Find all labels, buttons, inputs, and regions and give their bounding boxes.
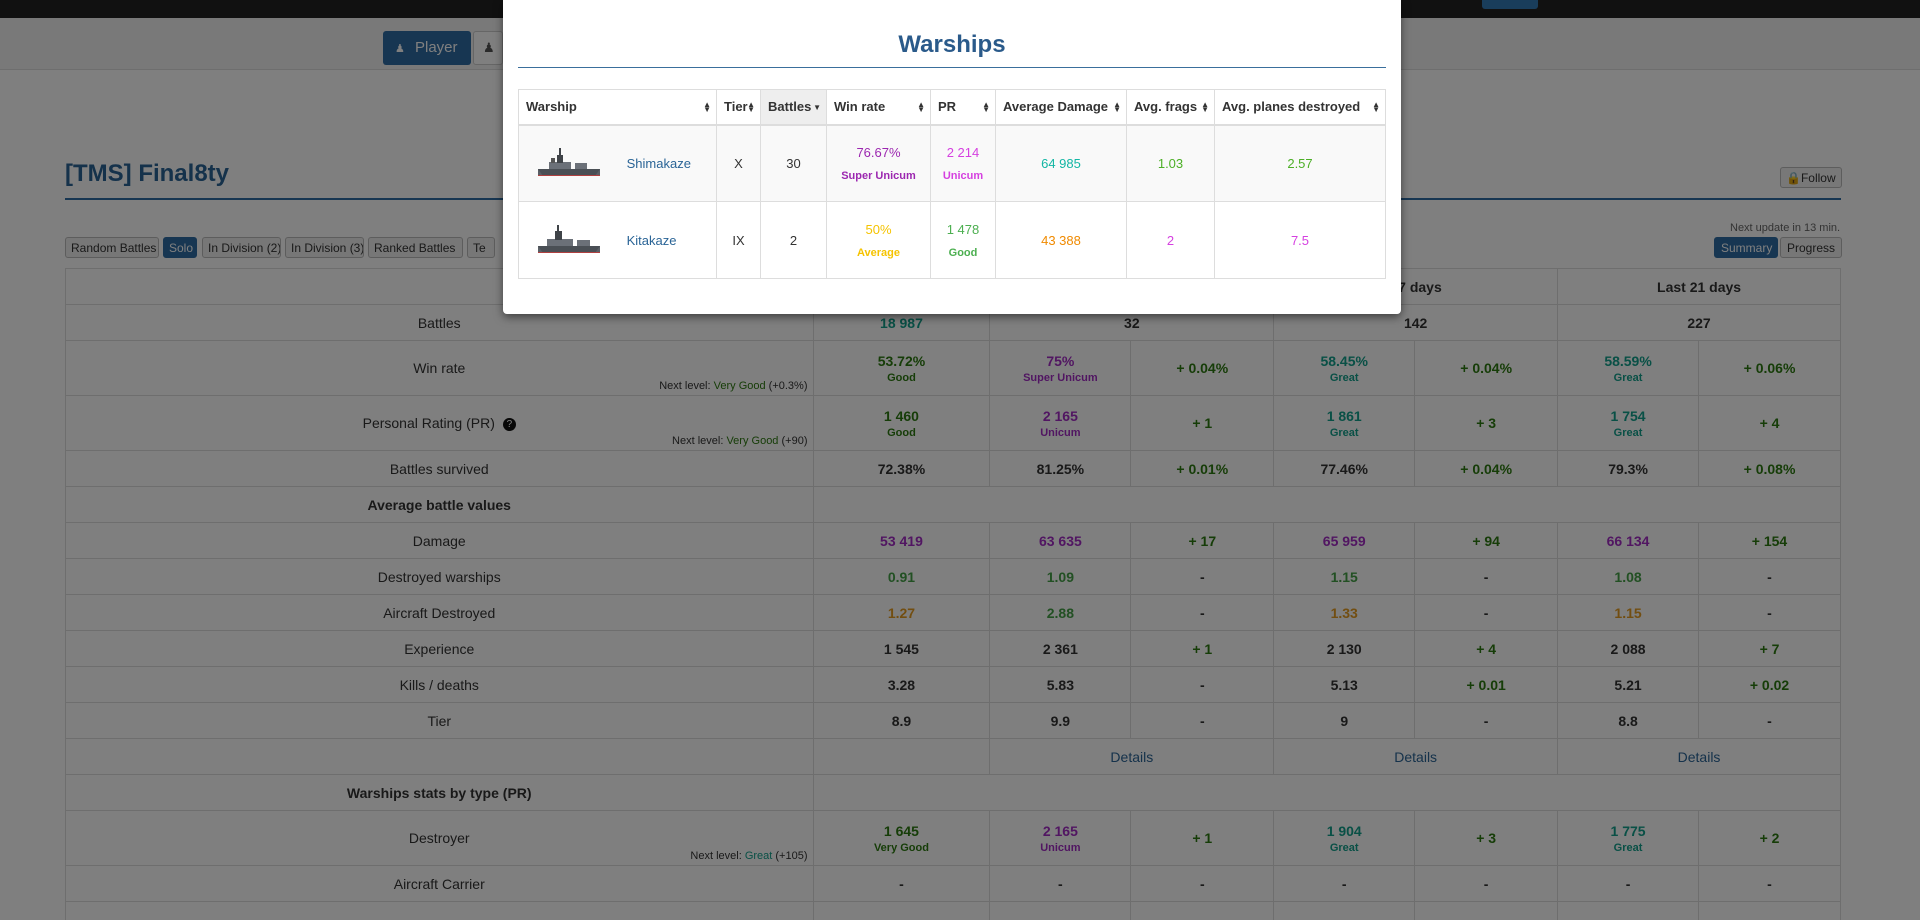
warship-pr: 2 214 xyxy=(946,144,980,160)
warship-name-link[interactable]: Shimakaze xyxy=(626,155,691,171)
col-avg-damage[interactable]: Average Damage ▲ ▼ xyxy=(995,89,1127,126)
warship-image xyxy=(538,148,600,177)
warship-frags: 2 xyxy=(1166,232,1175,248)
sort-icon: ▲ ▼ xyxy=(703,100,711,114)
warship-tier: X xyxy=(734,155,743,171)
sort-icon: ▲ ▼ xyxy=(917,100,925,114)
warship-row: Shimakaze X 30 76.67% Super Unicum 2 214 U… xyxy=(518,124,1386,202)
modal-title: Warships xyxy=(898,31,1006,58)
warships-header-row: Warship ▲ ▼ Tier ▲ ▼ Battles ▼ Win rate ▲ ▼ PR ▲… xyxy=(518,89,1386,126)
warship-winrate: 50% xyxy=(865,221,892,237)
sort-icon: ▲ ▼ xyxy=(1201,100,1209,114)
warship-image xyxy=(538,225,600,253)
col-avg-frags[interactable]: Avg. frags ▲ ▼ xyxy=(1126,89,1215,126)
warships-table: Warship ▲ ▼ Tier ▲ ▼ Battles ▼ Win rate ▲ ▼ PR ▲… xyxy=(518,89,1386,279)
col-avg-planes[interactable]: Avg. planes destroyed ▲ ▼ xyxy=(1214,89,1386,126)
warship-battles: 2 xyxy=(789,232,798,248)
col-tier[interactable]: Tier ▲ ▼ xyxy=(716,89,761,126)
sort-icon: ▲ ▼ xyxy=(982,100,990,114)
col-winrate[interactable]: Win rate ▲ ▼ xyxy=(826,89,931,126)
warship-pr-label: Good xyxy=(948,246,978,259)
warship-damage: 43 388 xyxy=(1041,232,1081,248)
warship-name-link[interactable]: Kitakaze xyxy=(626,232,677,248)
sort-icon: ▲ ▼ xyxy=(1113,100,1121,114)
warship-planes: 2.57 xyxy=(1287,155,1313,171)
sort-icon: ▲ ▼ xyxy=(1372,100,1380,114)
warship-winrate: 76.67% xyxy=(856,144,901,160)
warships-modal: Warships Warship ▲ ▼ Tier ▲ ▼ Battles ▼ Win r… xyxy=(503,0,1401,314)
warship-row: Kitakaze IX 2 50% Average 1 478 Good 43 38… xyxy=(518,201,1386,279)
warship-planes: 7.5 xyxy=(1290,232,1310,248)
modal-title-divider xyxy=(518,67,1386,68)
warship-pr: 1 478 xyxy=(946,221,980,237)
col-battles[interactable]: Battles ▼ xyxy=(760,89,827,126)
warship-tier: IX xyxy=(732,232,745,248)
warship-pr-label: Unicum xyxy=(942,169,984,182)
col-warship[interactable]: Warship ▲ ▼ xyxy=(518,89,717,126)
sort-icon: ▲ ▼ xyxy=(747,100,755,114)
warship-battles: 30 xyxy=(786,155,801,171)
sort-desc-icon: ▼ xyxy=(813,103,821,112)
warship-winrate-label: Super Unicum xyxy=(841,169,916,182)
warship-winrate-label: Average xyxy=(856,246,900,259)
warship-frags: 1.03 xyxy=(1157,155,1184,171)
warship-damage: 64 985 xyxy=(1041,155,1081,171)
col-pr[interactable]: PR ▲ ▼ xyxy=(930,89,996,126)
